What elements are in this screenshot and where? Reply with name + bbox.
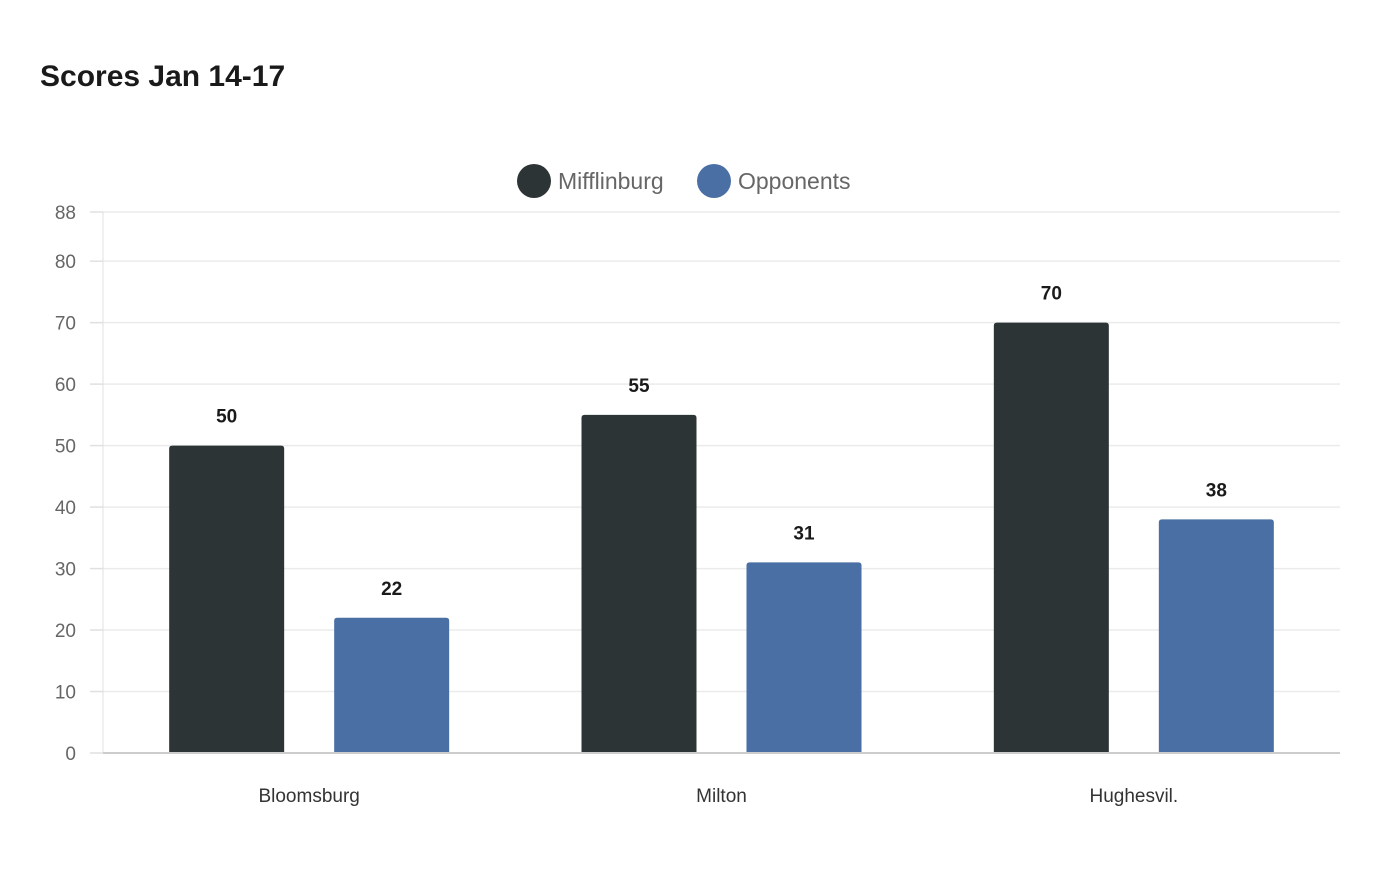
data-label: 22 [381,579,402,600]
bar-opponents [1158,519,1274,753]
legend-marker-icon [697,164,731,198]
data-label: 55 [628,376,650,397]
x-tick-label: Milton [696,786,747,807]
bar-opponents [334,617,450,753]
data-label: 70 [1041,284,1062,305]
legend-item: Opponents [738,168,851,194]
chart-title: Scores Jan 14-17 [40,60,286,93]
y-tick-label: 10 [55,683,76,704]
y-tick-label: 70 [55,314,76,335]
bar-opponents [746,562,862,753]
data-label: 38 [1206,480,1227,501]
bar-mifflinburg [581,414,697,753]
y-tick-label: 0 [65,744,76,765]
legend-item: Mifflinburg [558,168,664,194]
x-tick-label: Bloomsburg [258,786,359,807]
data-label: 50 [216,407,237,428]
y-tick-label: 80 [55,252,76,273]
legend-marker-icon [517,164,551,198]
y-tick-label: 30 [55,560,76,581]
data-label: 31 [793,523,815,544]
y-tick-label: 20 [55,621,76,642]
y-tick-label: 88 [55,203,76,224]
y-tick-label: 40 [55,498,76,519]
bar-mifflinburg [169,445,285,753]
bar-mifflinburg [993,322,1109,753]
x-tick-label: Hughesvil. [1089,786,1178,807]
y-tick-label: 60 [55,375,76,396]
y-tick-label: 50 [55,437,76,458]
